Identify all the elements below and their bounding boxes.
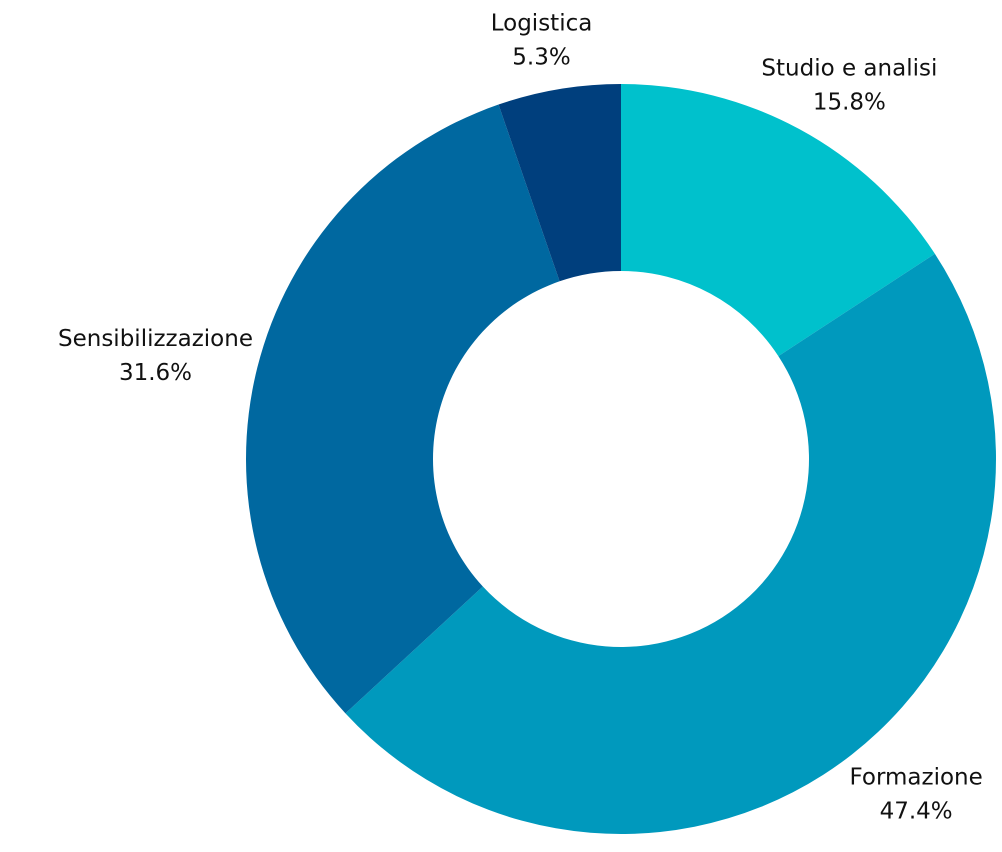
donut-slice <box>245 104 560 714</box>
slice-label: Studio e analisi <box>761 56 937 82</box>
donut-slice <box>345 253 997 834</box>
slice-value-label: 5.3% <box>512 44 570 70</box>
slice-label: Logistica <box>491 10 593 36</box>
donut-slice <box>498 84 621 282</box>
slice-value-label: 31.6% <box>119 360 192 386</box>
slice-label: Formazione <box>849 765 982 791</box>
slice-label: Sensibilizzazione <box>58 326 253 352</box>
slice-value-label: 15.8% <box>813 90 886 116</box>
donut-slice <box>621 84 935 357</box>
slice-value-label: 47.4% <box>880 799 953 825</box>
